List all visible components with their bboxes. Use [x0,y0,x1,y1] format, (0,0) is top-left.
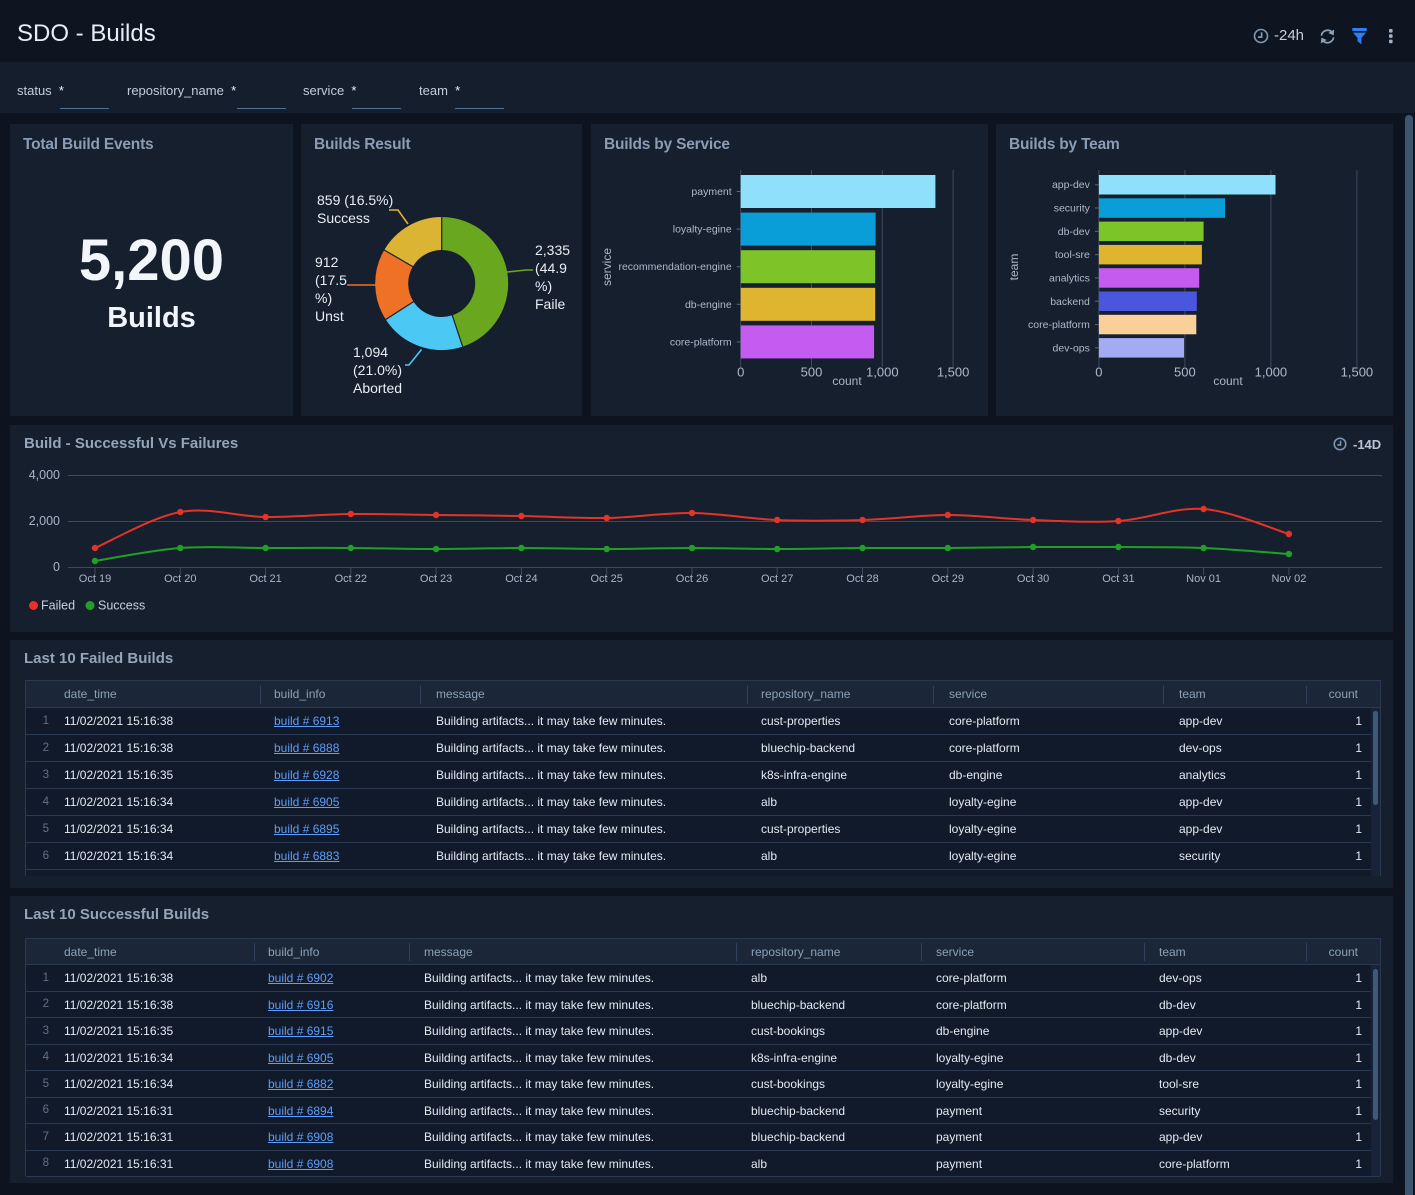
svg-text:Oct 31: Oct 31 [1102,573,1134,585]
svg-text:Success: Success [98,599,145,613]
svg-text:500: 500 [801,365,823,380]
svg-text:Oct 27: Oct 27 [761,573,793,585]
svg-text:dev-ops: dev-ops [1053,342,1090,354]
svg-text:analytics: analytics [1049,272,1090,284]
svg-text:1,500: 1,500 [1341,365,1374,380]
svg-text:Nov 02: Nov 02 [1271,573,1306,585]
svg-text:1,000: 1,000 [1255,365,1288,380]
svg-text:security: security [1054,203,1091,215]
svg-text:0: 0 [737,365,744,380]
svg-text:1,500: 1,500 [937,365,970,380]
svg-text:backend: backend [1050,296,1090,308]
svg-text:Oct 29: Oct 29 [932,573,964,585]
svg-text:Oct 24: Oct 24 [505,573,537,585]
svg-text:Oct 20: Oct 20 [164,573,196,585]
svg-text:Failed: Failed [41,599,75,613]
svg-text:loyalty-egine: loyalty-egine [673,224,732,236]
svg-text:Oct 26: Oct 26 [676,573,708,585]
svg-text:Oct 23: Oct 23 [420,573,452,585]
svg-text:db-dev: db-dev [1058,226,1091,238]
svg-text:count: count [1213,374,1243,388]
svg-text:tool-sre: tool-sre [1055,249,1090,261]
svg-text:Oct 21: Oct 21 [249,573,281,585]
svg-text:2,000: 2,000 [29,514,60,528]
svg-text:Oct 28: Oct 28 [846,573,878,585]
svg-text:Nov 01: Nov 01 [1186,573,1221,585]
svg-text:db-engine: db-engine [685,299,732,311]
svg-text:4,000: 4,000 [29,468,60,482]
svg-text:0: 0 [53,560,60,574]
svg-text:service: service [600,248,614,286]
svg-text:Oct 22: Oct 22 [335,573,367,585]
svg-text:core-platform: core-platform [670,336,732,348]
svg-text:0: 0 [1095,365,1102,380]
svg-text:recommendation-engine: recommendation-engine [618,261,731,273]
svg-text:app-dev: app-dev [1052,179,1091,191]
svg-text:Oct 25: Oct 25 [590,573,622,585]
svg-text:500: 500 [1174,365,1196,380]
svg-text:Oct 19: Oct 19 [79,573,111,585]
svg-text:payment: payment [691,186,731,198]
svg-text:count: count [832,374,862,388]
svg-text:Oct 30: Oct 30 [1017,573,1049,585]
svg-text:1,000: 1,000 [866,365,899,380]
svg-text:team: team [1007,254,1021,281]
svg-text:core-platform: core-platform [1028,319,1090,331]
